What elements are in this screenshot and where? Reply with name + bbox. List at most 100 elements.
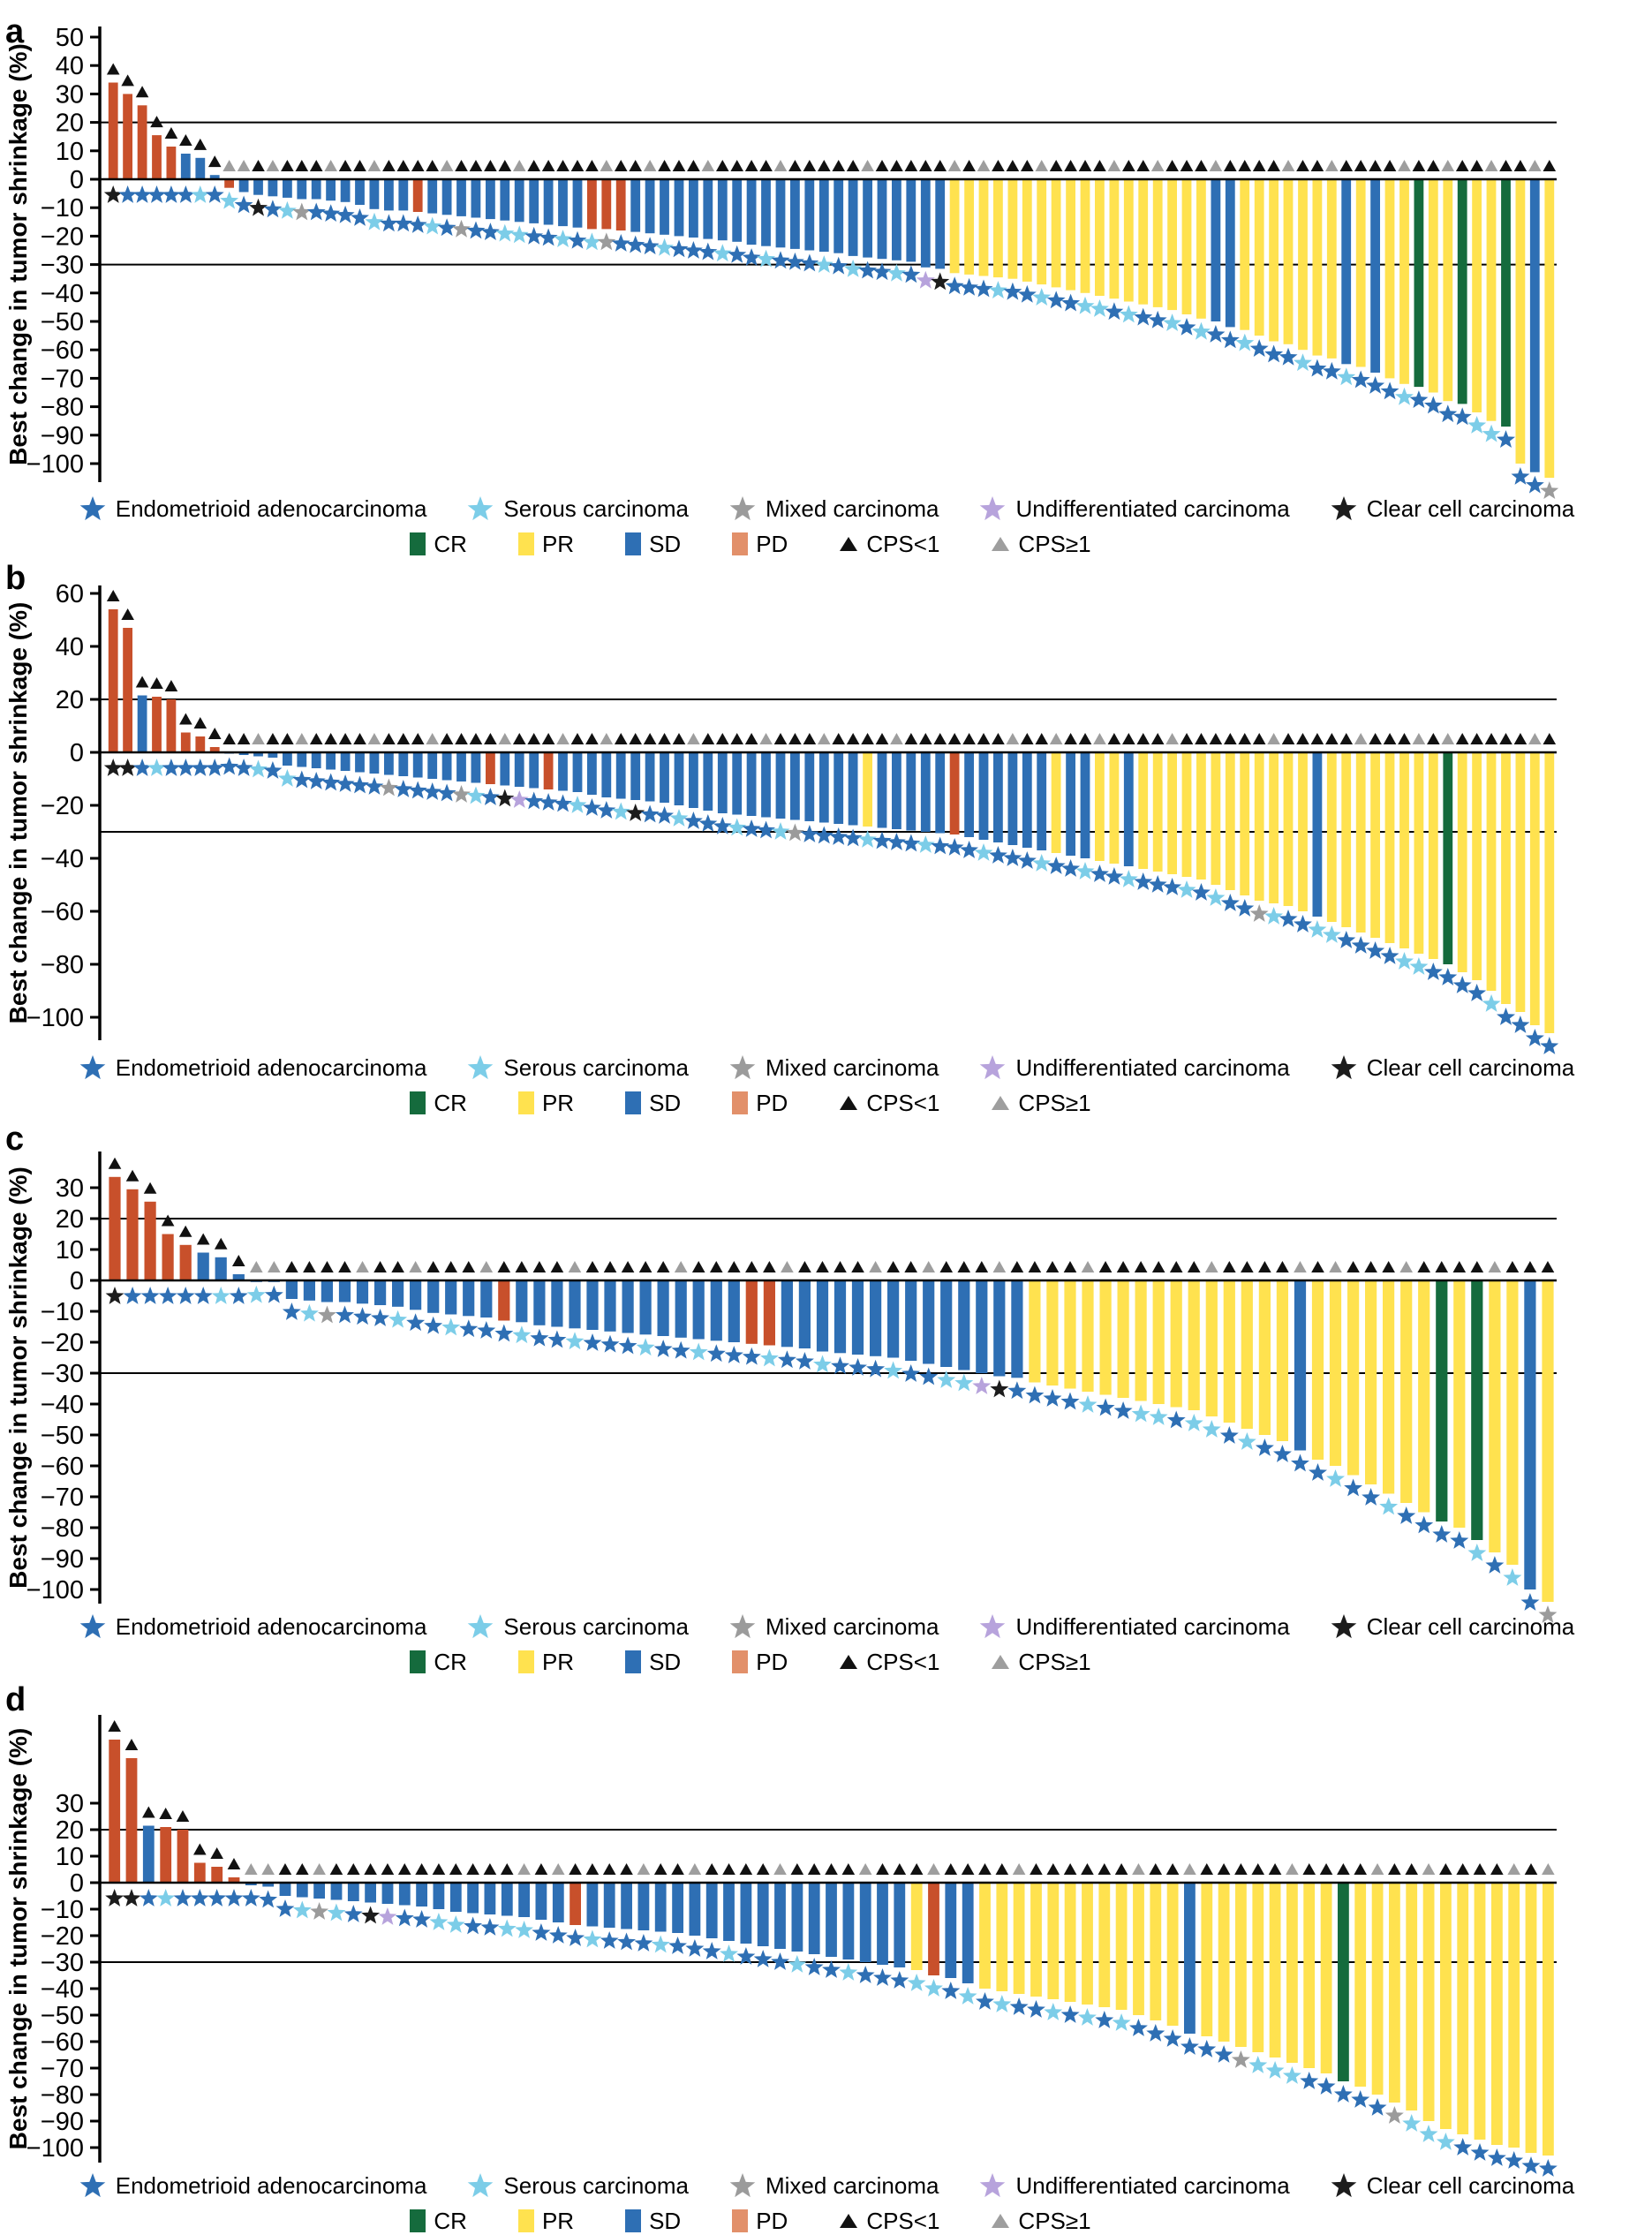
cps-triangle-icon <box>338 733 352 744</box>
histology-star-icon <box>466 786 486 804</box>
cps-triangle-icon <box>517 1863 531 1875</box>
histology-star-icon <box>548 1926 568 1944</box>
histology-star-icon <box>698 242 718 260</box>
triangle-icon <box>840 1096 858 1110</box>
cps-triangle-icon <box>1543 733 1557 744</box>
waterfall-bar <box>848 179 858 256</box>
waterfall-bar <box>1135 1280 1147 1401</box>
histology-star-icon <box>600 1334 620 1353</box>
legend-label: CPS<1 <box>866 1649 940 1675</box>
cps-triangle-icon <box>834 1261 847 1272</box>
star-icon <box>1331 1614 1357 1639</box>
histology-star-icon <box>1044 2003 1063 2020</box>
histology-star-icon <box>103 759 123 776</box>
legend-cps-ge1: CPS≥1 <box>991 2208 1091 2234</box>
waterfall-bars <box>108 609 1555 1033</box>
histology-star-icon <box>1538 1605 1558 1623</box>
waterfall-bar <box>993 752 1003 842</box>
waterfall-bar <box>1472 179 1482 412</box>
waterfall-bar <box>228 1877 240 1883</box>
waterfall-bar <box>1341 179 1352 365</box>
histology-star-icon <box>1146 2024 1165 2042</box>
waterfall-bar <box>245 1883 257 1885</box>
legend-cps-lt1: CPS<1 <box>839 1090 939 1116</box>
waterfall-bar <box>480 1280 493 1318</box>
histology-star-icon <box>1192 883 1211 901</box>
waterfall-bar <box>834 752 844 824</box>
cps-triangle-icon <box>266 733 280 744</box>
histology-star-icon <box>1197 2040 1217 2058</box>
legend-label: Undifferentiated carcinoma <box>1015 2172 1290 2199</box>
histology-star-icon <box>1395 952 1414 970</box>
waterfall-bar <box>1347 1280 1360 1476</box>
legend-label: CPS<1 <box>866 531 940 557</box>
waterfall-bar <box>935 179 946 269</box>
cps-triangle-icon <box>1499 160 1512 171</box>
histology-star-icon <box>583 1929 602 1948</box>
waterfall-bar <box>745 1280 758 1344</box>
cps-triangle-icon <box>550 1261 564 1272</box>
cps-triangle-icon <box>790 1863 804 1875</box>
cps-triangle-icon <box>600 160 614 171</box>
waterfall-bar <box>340 752 351 771</box>
waterfall-bar <box>851 1280 864 1355</box>
cps-triangle-icon <box>788 733 802 744</box>
waterfall-bar <box>268 752 278 758</box>
waterfall-bar <box>781 1280 793 1348</box>
histology-star-icon <box>1249 904 1269 922</box>
cps-triangle-icon <box>1470 1261 1484 1272</box>
cps-triangle-icon <box>1107 160 1121 171</box>
waterfall-bar <box>761 179 771 246</box>
waterfall-bar <box>637 1883 650 1930</box>
cps-triangle-icon <box>455 160 468 171</box>
waterfall-bar <box>928 1883 939 1975</box>
histology-star-icon <box>1395 387 1414 405</box>
waterfall-bar <box>1235 1883 1247 2047</box>
cps-triangle-icon <box>674 1261 688 1272</box>
cps-triangle-icon <box>1267 160 1280 171</box>
waterfall-bar <box>1355 752 1366 933</box>
waterfall-bar <box>108 609 118 752</box>
waterfall-bar <box>1098 1883 1111 2007</box>
waterfall-bar <box>456 752 466 781</box>
waterfall-bar <box>1506 1280 1519 1565</box>
histology-star-icon <box>162 759 181 776</box>
histology-star-icon <box>759 1348 779 1367</box>
star-icon <box>980 1055 1006 1080</box>
histology-star-icon <box>1046 857 1066 874</box>
histology-star-icon <box>1525 475 1544 494</box>
cps-triangle-icon <box>373 1261 387 1272</box>
histology-star-icon <box>945 276 964 295</box>
waterfall-bar <box>427 752 438 779</box>
legend-histology-endometrioid: Endometrioid adenocarcinoma <box>78 495 426 523</box>
waterfall-bar <box>728 1280 740 1342</box>
waterfall-bar <box>123 94 132 179</box>
cps-triangle-icon <box>1369 160 1382 171</box>
cps-triangle-icon <box>1107 733 1121 744</box>
y-tick-label: 10 <box>56 138 84 166</box>
cps-triangle-icon <box>603 1261 617 1272</box>
cps-triangle-icon <box>730 160 744 171</box>
legend-label: Serous carcinoma <box>503 1054 689 1081</box>
waterfall-bar <box>639 1280 652 1335</box>
cps-triangle-icon <box>261 1863 275 1875</box>
waterfall-bar <box>877 179 887 260</box>
y-tick-label: −60 <box>41 898 84 926</box>
cps-triangle-icon <box>237 160 251 171</box>
cps-triangle-icon <box>1484 733 1498 744</box>
histology-star-icon <box>1452 407 1472 426</box>
histology-star-icon <box>379 214 398 232</box>
waterfall-bar <box>384 752 394 775</box>
legend-histology-serous: Serous carcinoma <box>465 2171 689 2200</box>
histology-star-icon <box>724 1346 743 1363</box>
cps-triangle-icon <box>227 1858 241 1869</box>
panel-c-response-legend: CR PR SD PD CPS<1 CPS≥1 <box>79 1649 1422 1675</box>
histology-star-icon <box>916 270 935 289</box>
waterfall-bar <box>1123 179 1134 302</box>
cps-triangle-icon <box>1369 733 1382 744</box>
waterfall-bar <box>1181 752 1192 877</box>
histology-star-icon <box>292 770 312 789</box>
legend-response-sd: SD <box>625 531 681 557</box>
histology-star-icon <box>702 1942 721 1959</box>
histology-star-icon <box>1309 1463 1327 1481</box>
